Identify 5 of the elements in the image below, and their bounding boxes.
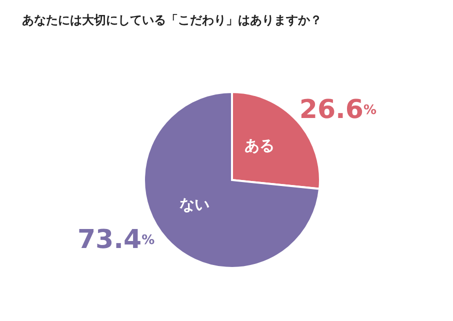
data-label: 73.4% <box>77 224 155 255</box>
slice-label: ない <box>179 196 210 214</box>
chart-title: あなたには大切にしている「こだわり」はありますか？ <box>22 12 322 29</box>
slice-label: ある <box>244 136 275 154</box>
data-label: 26.6% <box>299 95 377 126</box>
